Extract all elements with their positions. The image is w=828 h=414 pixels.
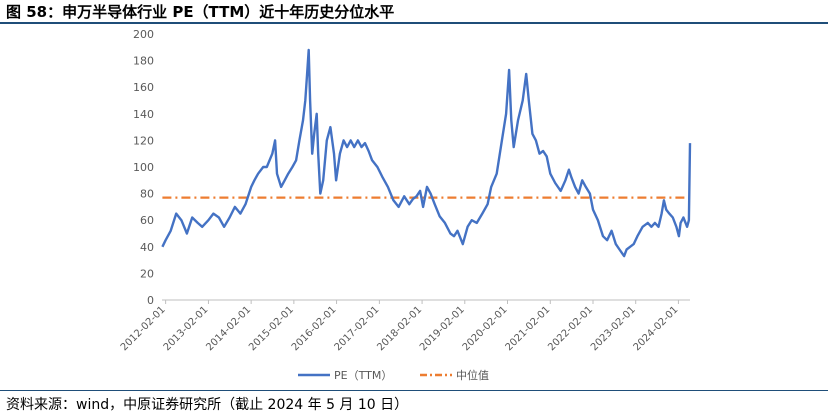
- x-tick-label: 2017-02-01: [333, 304, 382, 353]
- x-tick-label: 2019-02-01: [418, 304, 467, 353]
- x-tick-label: 2015-02-01: [247, 304, 296, 353]
- y-tick-label: 140: [133, 108, 154, 121]
- x-tick-label: 2014-02-01: [204, 304, 253, 353]
- x-tick-label: 2018-02-01: [375, 304, 424, 353]
- y-tick-label: 60: [140, 214, 154, 227]
- y-tick-label: 180: [133, 55, 154, 68]
- x-tick-label: 2012-02-01: [119, 304, 168, 353]
- y-tick-label: 80: [140, 188, 154, 201]
- y-tick-label: 20: [140, 267, 154, 280]
- y-tick-label: 0: [147, 294, 154, 307]
- chart-title: 图 58：申万半导体行业 PE（TTM）近十年历史分位水平: [6, 3, 395, 21]
- legend: PE（TTM） 中位值: [298, 368, 489, 382]
- y-tick-label: 200: [133, 28, 154, 41]
- x-tick-label: 2021-02-01: [504, 304, 553, 353]
- x-tick-label: 2022-02-01: [546, 304, 595, 353]
- x-axis: 2012-02-012013-02-012014-02-012015-02-01…: [119, 299, 690, 353]
- source-note: 资料来源：wind，中原证券研究所（截止 2024 年 5 月 10 日）: [6, 397, 409, 413]
- y-tick-label: 160: [133, 81, 154, 94]
- x-tick-label: 2016-02-01: [290, 304, 339, 353]
- y-tick-label: 100: [133, 161, 154, 174]
- x-tick-label: 2020-02-01: [461, 304, 510, 353]
- legend-label-median: 中位值: [456, 368, 489, 382]
- legend-label-pe: PE（TTM）: [334, 369, 392, 382]
- y-axis: 0 20 40 60 80 100 120 140 160 180 200: [133, 28, 154, 307]
- x-tick-label: 2023-02-01: [589, 304, 638, 353]
- y-tick-label: 120: [133, 134, 154, 147]
- pe-line: [161, 48, 692, 258]
- title-rule: [0, 22, 828, 24]
- y-tick-label: 40: [140, 241, 154, 254]
- footer-rule: [0, 390, 828, 391]
- x-tick-label: 2024-02-01: [632, 304, 681, 353]
- x-tick-label: 2013-02-01: [162, 304, 211, 353]
- series-layer: [161, 48, 692, 258]
